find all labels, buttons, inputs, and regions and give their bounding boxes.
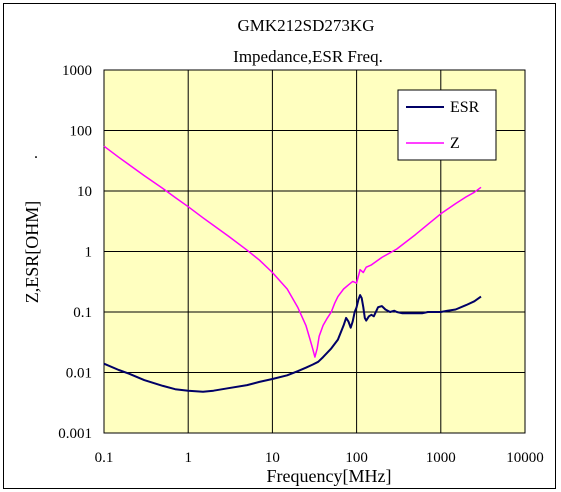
chart-title: GMK212SD273KG <box>238 16 375 35</box>
stray-mark: . <box>34 145 38 162</box>
x-tick-label: 0.1 <box>95 450 114 466</box>
x-tick-label: 100 <box>345 450 368 466</box>
y-tick-label: 0.01 <box>66 366 92 382</box>
series-line-z <box>103 145 482 358</box>
chart-subtitle: Impedance,ESR Freq. <box>233 47 383 66</box>
series-layer <box>103 145 482 393</box>
y-axis-label: Z,ESR[OHM] <box>22 201 42 304</box>
x-axis-label: Frequency[MHz] <box>267 466 392 486</box>
series-line-esr <box>103 294 482 393</box>
y-tick-label: 1 <box>85 245 93 261</box>
y-tick-label: 10 <box>77 184 92 200</box>
legend: ESR Z <box>397 89 497 161</box>
legend-label-z: Z <box>450 135 460 152</box>
y-tick-labels: 0.001 0.01 0.1 1 10 100 1000 <box>58 63 92 442</box>
legend-label-esr: ESR <box>450 99 480 116</box>
y-tick-label: 0.1 <box>73 305 92 321</box>
x-tick-label: 1 <box>184 450 192 466</box>
x-tick-labels: 0.1 1 10 100 1000 10000 <box>95 450 544 466</box>
x-tick-label: 1000 <box>426 450 456 466</box>
y-tick-label: 0.001 <box>58 426 92 442</box>
legend-box <box>397 89 497 161</box>
y-tick-label: 1000 <box>62 63 92 79</box>
x-tick-label: 10000 <box>506 450 544 466</box>
x-tick-label: 10 <box>265 450 280 466</box>
y-tick-label: 100 <box>70 124 93 140</box>
